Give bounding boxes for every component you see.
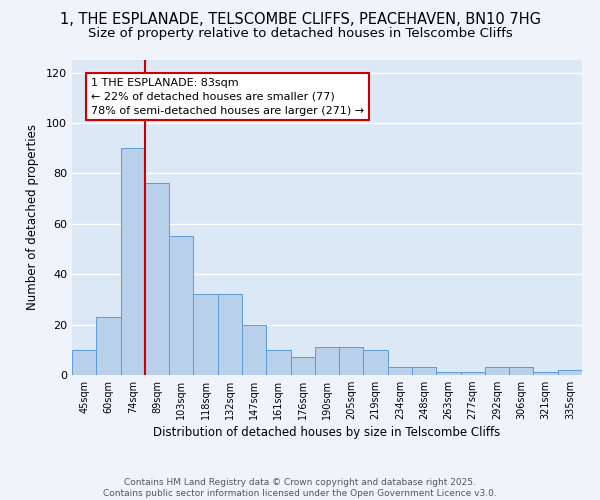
Bar (266, 350, 290, 375)
Bar (72, 350, 96, 375)
Text: Size of property relative to detached houses in Telscombe Cliffs: Size of property relative to detached ho… (88, 28, 512, 40)
X-axis label: Distribution of detached houses by size in Telscombe Cliffs: Distribution of detached houses by size … (154, 426, 500, 440)
Bar (242, 324, 266, 375)
Text: Contains HM Land Registry data © Crown copyright and database right 2025.
Contai: Contains HM Land Registry data © Crown c… (103, 478, 497, 498)
Bar (315, 348, 339, 375)
Bar (339, 348, 364, 375)
Bar (364, 350, 388, 375)
Bar (121, 148, 145, 375)
Text: 1 THE ESPLANADE: 83sqm
← 22% of detached houses are smaller (77)
78% of semi-det: 1 THE ESPLANADE: 83sqm ← 22% of detached… (91, 78, 364, 116)
Text: 1, THE ESPLANADE, TELSCOMBE CLIFFS, PEACEHAVEN, BN10 7HG: 1, THE ESPLANADE, TELSCOMBE CLIFFS, PEAC… (59, 12, 541, 28)
Bar (533, 372, 558, 375)
Bar (193, 294, 218, 375)
Bar (145, 184, 169, 375)
Bar (461, 372, 485, 375)
Bar (436, 372, 461, 375)
Bar (388, 368, 412, 375)
Bar (96, 317, 121, 375)
Bar (290, 358, 315, 375)
Bar (218, 294, 242, 375)
Bar (509, 368, 533, 375)
Bar (412, 368, 436, 375)
Bar (169, 236, 193, 375)
Y-axis label: Number of detached properties: Number of detached properties (26, 124, 39, 310)
Bar (558, 370, 582, 375)
Bar (485, 368, 509, 375)
